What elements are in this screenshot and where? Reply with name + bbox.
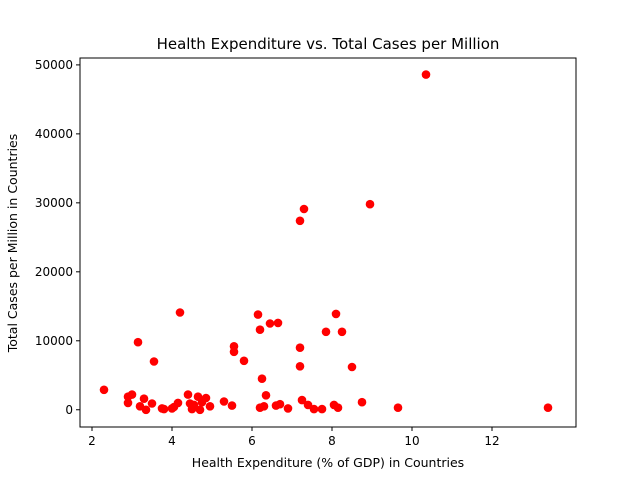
data-point [255, 325, 265, 335]
data-point [261, 391, 271, 400]
data-point [229, 347, 239, 357]
data-point [393, 403, 403, 413]
data-point [205, 402, 215, 411]
y-tick-label: 30000 [35, 196, 73, 210]
x-tick-label: 4 [168, 434, 176, 448]
y-axis-label: Total Cases per Million in Countries [5, 134, 20, 354]
data-point [253, 310, 263, 319]
y-tick-label: 50000 [35, 58, 73, 72]
data-point [139, 394, 149, 404]
data-point [309, 404, 319, 414]
data-point [331, 309, 341, 319]
data-point [123, 398, 133, 408]
data-point [365, 199, 375, 209]
data-point [147, 399, 157, 408]
plot-area: 2 4 6 8 10 12 0 10000 20000 30000 40000 50000 [35, 57, 577, 448]
data-point [303, 400, 313, 410]
data-point [175, 308, 185, 317]
data-point [189, 400, 199, 410]
data-point [259, 402, 269, 411]
data-point [295, 343, 305, 353]
data-point [141, 405, 151, 415]
data-point [317, 404, 327, 414]
data-point [337, 327, 347, 337]
data-point [299, 204, 309, 214]
data-point [543, 403, 553, 413]
data-point [421, 70, 431, 79]
plot-frame [79, 57, 577, 428]
data-point [173, 398, 183, 408]
data-point [347, 362, 357, 372]
y-tick-label: 10000 [35, 334, 73, 348]
x-tick-label: 12 [484, 434, 499, 448]
x-tick-label: 10 [404, 434, 419, 448]
data-point [265, 319, 275, 328]
data-point [227, 401, 237, 410]
y-tick-label: 0 [65, 403, 73, 417]
data-point [195, 405, 205, 415]
x-axis-label: Health Expenditure (% of GDP) in Countri… [192, 455, 464, 470]
data-point [257, 374, 267, 384]
data-point [295, 216, 305, 226]
data-point [283, 404, 293, 413]
data-point [239, 356, 249, 366]
x-tick-label: 2 [88, 434, 96, 448]
data-point [159, 404, 169, 414]
data-point [133, 337, 143, 347]
x-tick-label: 6 [248, 434, 256, 448]
y-tick-label: 40000 [35, 127, 73, 141]
chart-title: Health Expenditure vs. Total Cases per M… [157, 35, 500, 53]
data-point [219, 397, 229, 406]
data-point [275, 399, 285, 409]
data-point [357, 397, 367, 407]
data-point [297, 395, 307, 405]
x-tick-label: 8 [328, 434, 336, 448]
data-point [295, 362, 305, 371]
data-point [201, 393, 211, 403]
data-point [183, 390, 193, 399]
data-point [149, 357, 159, 366]
data-point [99, 385, 109, 395]
y-tick-label: 20000 [35, 265, 73, 279]
data-point [321, 327, 331, 337]
data-point [273, 318, 283, 328]
data-point [333, 403, 343, 413]
data-point [127, 390, 137, 399]
